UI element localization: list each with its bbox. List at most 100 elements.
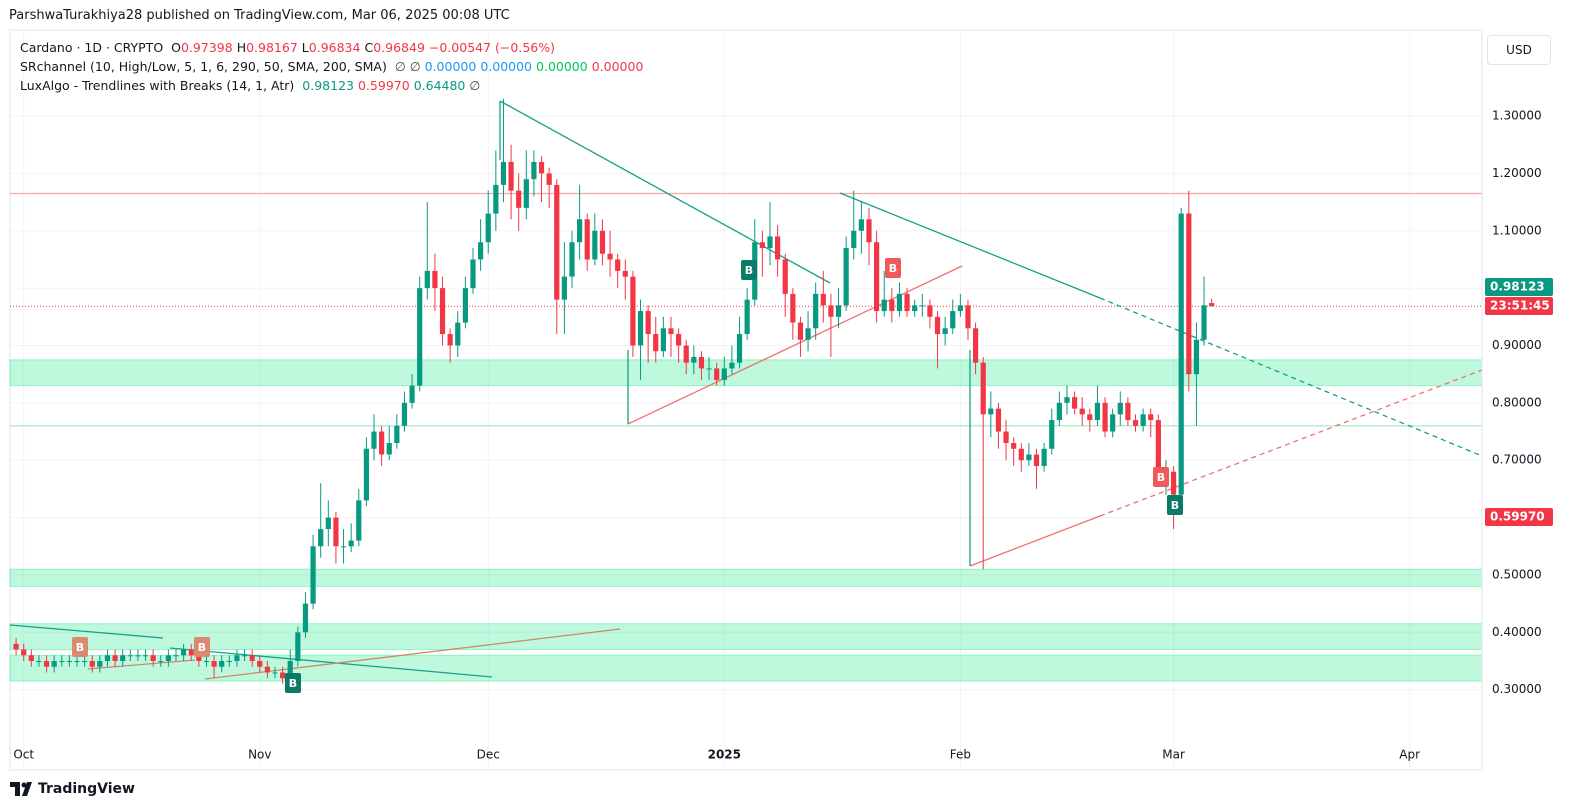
brand-name: TradingView	[38, 781, 135, 797]
candle-body	[1193, 339, 1200, 375]
indicator-value: ∅	[469, 78, 481, 93]
candle-body	[858, 219, 864, 231]
trendline	[169, 647, 493, 678]
break-label: B	[76, 641, 84, 654]
candle-body	[782, 259, 788, 294]
candle-body	[158, 661, 164, 663]
candle-body	[995, 408, 1002, 432]
x-tick-label: Mar	[1162, 748, 1185, 762]
candle-body	[470, 259, 476, 289]
candle-body	[630, 276, 636, 346]
candle-body	[439, 288, 446, 335]
candle-body	[36, 661, 42, 663]
candle-body	[1018, 448, 1024, 461]
y-tick-label: 0.40000	[1492, 625, 1542, 639]
candle-body	[59, 661, 65, 663]
trendline-price-tag-bg	[1485, 278, 1553, 296]
candle-body	[165, 655, 171, 662]
candle-body	[455, 322, 461, 346]
candle-body	[873, 242, 880, 312]
candle-body	[767, 236, 773, 248]
candle-body	[196, 655, 202, 662]
candle-body	[1209, 303, 1215, 307]
break-label: B	[1171, 499, 1179, 512]
candle-body	[516, 190, 522, 208]
ohlc-value: 0.96834	[308, 40, 361, 55]
legend-symbol: Cardano · 1D · CRYPTO O0.97398 H0.98167 L0…	[20, 40, 559, 55]
trendline	[9, 624, 164, 639]
candle-body	[51, 661, 57, 667]
axes: 0.300000.400000.500000.600000.700000.800…	[13, 30, 1553, 770]
candle-body	[1170, 471, 1177, 495]
candle-body	[683, 345, 689, 363]
ohlc-label: O	[171, 40, 181, 55]
candle-body	[561, 276, 567, 300]
candle-body	[1117, 402, 1123, 415]
candle-body	[135, 655, 141, 657]
candle-body	[417, 288, 423, 386]
candle-body	[272, 672, 278, 674]
candle-body	[432, 270, 438, 289]
candle-body	[1125, 402, 1131, 421]
candle-body	[615, 259, 621, 271]
candle-body	[538, 161, 545, 174]
candle-body	[645, 311, 651, 335]
candle-body	[835, 305, 842, 317]
trendline	[969, 515, 1101, 567]
candle-body	[805, 328, 811, 340]
candle-body	[447, 334, 453, 346]
y-tick-label: 0.80000	[1492, 395, 1542, 409]
candle-body	[257, 661, 263, 667]
candle-body	[828, 305, 834, 317]
candle-body	[904, 293, 910, 312]
indicator-value: 0.00000	[424, 59, 477, 74]
candle-body	[957, 305, 963, 312]
trendline	[839, 192, 1101, 299]
candle-body	[485, 213, 491, 243]
indicator-value: 0.64480	[413, 78, 466, 93]
candle-body	[637, 311, 644, 346]
break-marker	[72, 637, 88, 657]
candle-body	[927, 305, 933, 317]
candle-body	[97, 661, 103, 667]
candle-body	[919, 305, 925, 307]
candle-body	[851, 230, 857, 248]
candle-body	[348, 540, 354, 547]
candle-body	[1056, 402, 1062, 421]
candle-body	[241, 655, 248, 657]
candle-body	[234, 655, 240, 662]
break-marker	[1153, 467, 1169, 487]
candle-body	[934, 316, 941, 335]
candle-body	[584, 219, 590, 260]
candle-body	[721, 368, 727, 380]
candle-body	[356, 500, 362, 541]
indicator-value: 0.00000	[591, 59, 644, 74]
candle-body	[1155, 420, 1161, 478]
currency-button[interactable]: USD	[1487, 35, 1551, 65]
candle-body	[424, 270, 430, 289]
candle-body	[386, 443, 392, 455]
break-marker	[1167, 495, 1183, 515]
candle-body	[82, 661, 88, 663]
candle-body	[508, 161, 514, 191]
candle-body	[1079, 408, 1085, 415]
candle-body	[21, 649, 27, 656]
candle-body	[790, 293, 796, 323]
candle-body	[759, 242, 765, 248]
indicator-value: ∅	[409, 59, 421, 74]
candle-body	[1087, 414, 1093, 421]
candle-body	[500, 161, 507, 185]
candle-body	[714, 368, 720, 380]
candle-body	[744, 299, 750, 335]
ohlc-value: 0.97398	[180, 40, 233, 55]
indicator-name: SRchannel (10, High/Low, 5, 1, 6, 290, 5…	[20, 59, 387, 74]
candle-body	[478, 242, 484, 260]
brand-logo	[10, 782, 32, 796]
y-tick-label: 1.30000	[1492, 109, 1542, 123]
candle-body	[1178, 213, 1184, 495]
indicator-value: ∅	[394, 59, 406, 74]
candle-body	[622, 270, 628, 277]
indicator-value: 0.98123	[302, 78, 354, 93]
